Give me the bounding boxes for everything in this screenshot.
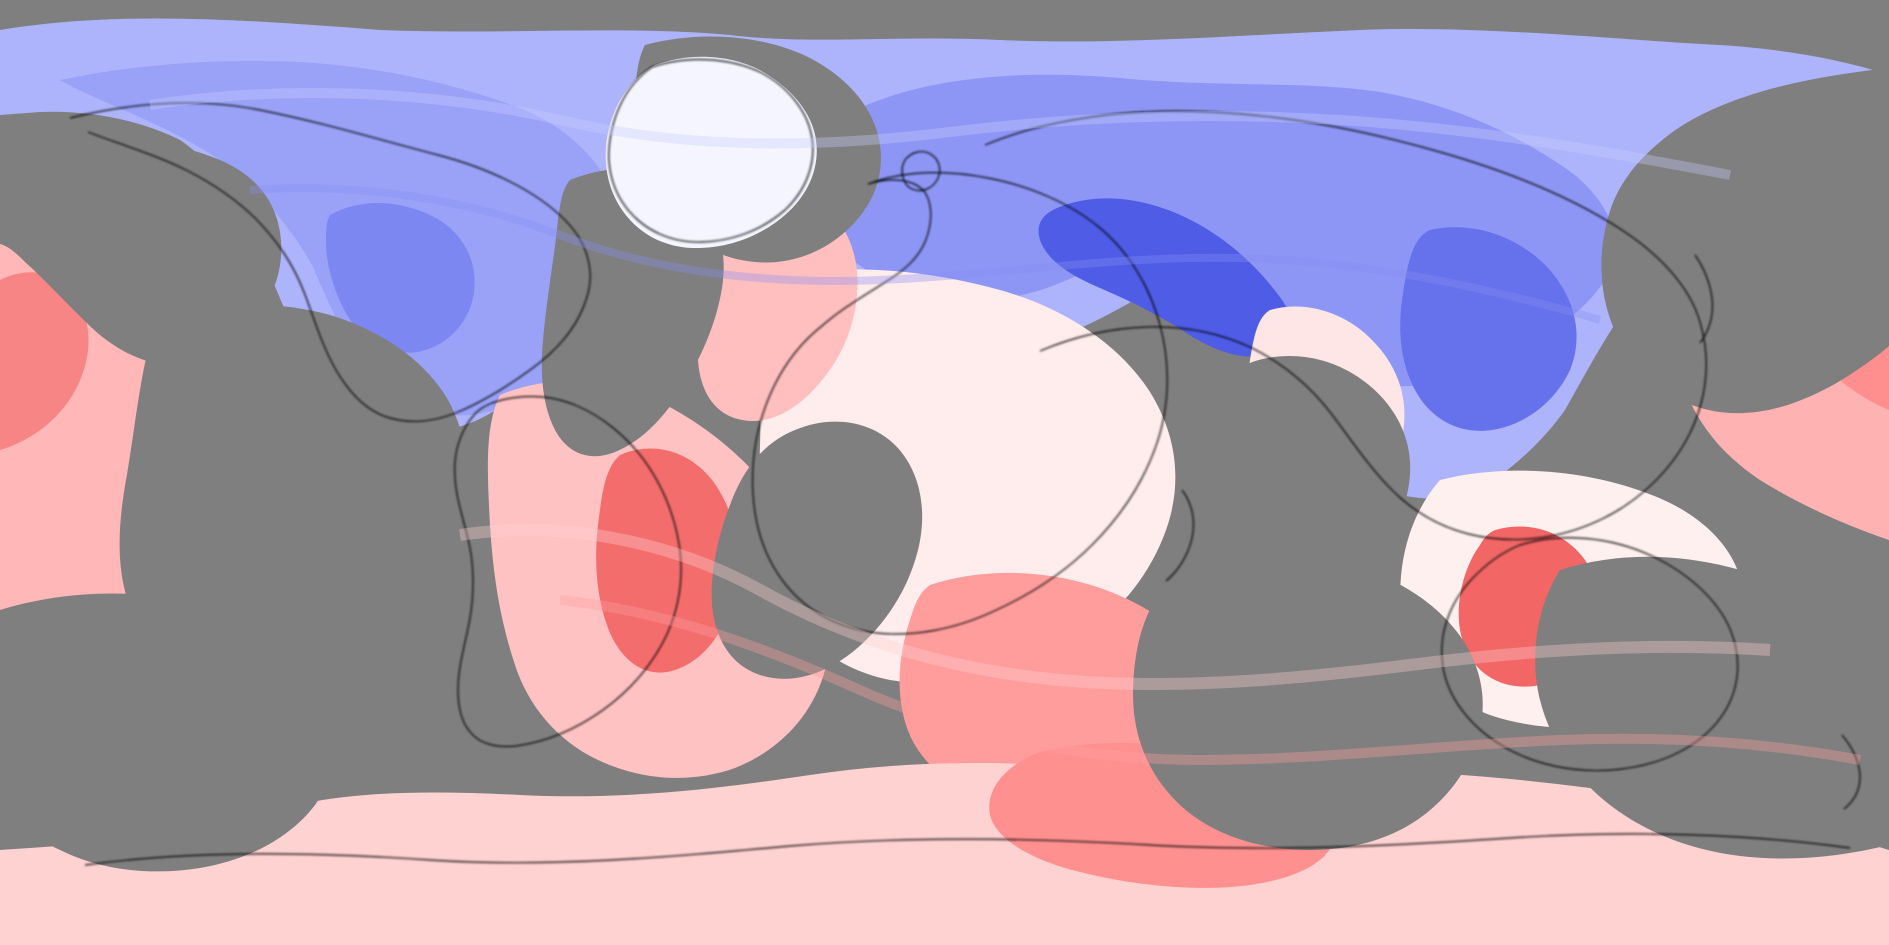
australia-coastline [1441,537,1739,772]
arctic-missing-data [1601,0,1889,414]
coastline-layer [69,58,1861,866]
pacific-warm-core [0,272,89,450]
new-zealand-coastline [1841,734,1861,810]
cool-contour-band-2 [249,184,1602,324]
warm-contour-band-1 [459,524,1771,691]
south-pacific-missing-data [1535,556,1889,859]
madagascar-coastline [1165,489,1195,582]
southeast-pacific-missing-data [0,593,338,872]
warm-contour-band-2 [559,595,1861,766]
europe-africa-coastline [752,172,1168,635]
central-asia-deep-cool-core [1038,198,1294,357]
tropical-pacific-missing-data [119,304,468,686]
cool-contour-band-1 [149,88,1731,180]
south-america-warm-core [596,448,738,673]
japan-coastline [1694,254,1714,344]
north-america-cool-core [326,202,475,353]
asia-coastline [984,110,1707,541]
north-america-coastline [69,102,591,422]
north-pacific-missing-data [0,135,282,366]
british-isles-coastline [901,150,941,192]
greenland-pale-region [605,56,817,249]
contour-banding-layer [149,88,1861,766]
south-america-coastline [454,395,682,748]
south-atlantic-missing-data [711,421,923,679]
indian-ocean-missing-data [1180,355,1411,592]
southern-indian-missing-data [1132,553,1483,850]
east-asia-cool-core [1400,227,1577,431]
greenland-coastline [608,58,814,243]
antarctica-coastline [84,833,1851,866]
